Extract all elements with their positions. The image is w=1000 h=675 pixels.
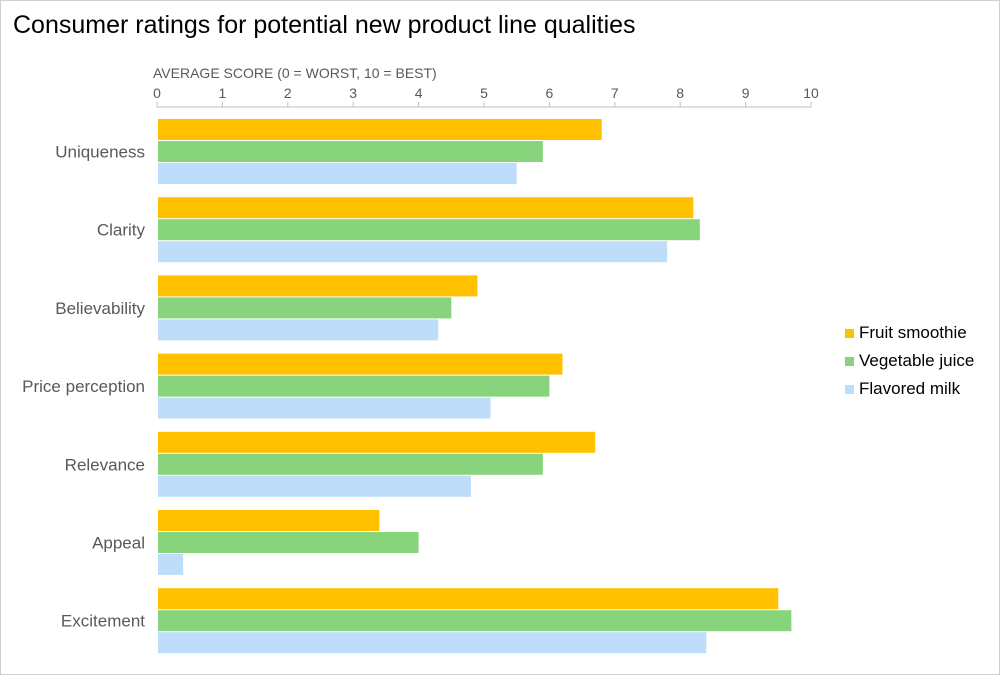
bar-fruit-smoothie bbox=[158, 197, 694, 219]
bar-vegetable-juice bbox=[158, 297, 452, 319]
bar-fruit-smoothie bbox=[158, 588, 779, 610]
bar-vegetable-juice bbox=[158, 453, 543, 475]
legend-item: Vegetable juice bbox=[845, 347, 974, 375]
bar-flavored-milk bbox=[158, 475, 471, 497]
chart-title: Consumer ratings for potential new produ… bbox=[13, 11, 636, 39]
bar-flavored-milk bbox=[158, 632, 707, 654]
category-label: Appeal bbox=[92, 534, 145, 553]
x-tick-label: 7 bbox=[611, 85, 619, 101]
bar-flavored-milk bbox=[158, 397, 491, 419]
legend-swatch bbox=[845, 356, 854, 366]
bar-fruit-smoothie bbox=[158, 353, 563, 375]
x-tick-label: 4 bbox=[415, 85, 423, 101]
category-label: Believability bbox=[55, 299, 145, 318]
bar-vegetable-juice bbox=[158, 610, 792, 632]
bar-flavored-milk bbox=[158, 554, 184, 575]
x-tick-label: 9 bbox=[742, 85, 750, 101]
legend-swatch bbox=[845, 328, 854, 338]
x-tick-label: 8 bbox=[676, 85, 684, 101]
bar-vegetable-juice bbox=[158, 141, 543, 162]
x-tick-label: 2 bbox=[284, 85, 292, 101]
bar-vegetable-juice bbox=[158, 375, 550, 397]
bar-fruit-smoothie bbox=[158, 119, 602, 140]
category-label: Uniqueness bbox=[55, 143, 145, 162]
x-tick-label: 0 bbox=[153, 85, 161, 101]
bar-flavored-milk bbox=[158, 163, 517, 184]
category-label: Relevance bbox=[65, 455, 145, 474]
category-label: Clarity bbox=[97, 221, 146, 240]
x-tick-label: 1 bbox=[219, 85, 227, 101]
bar-flavored-milk bbox=[158, 241, 668, 263]
bar-fruit-smoothie bbox=[158, 431, 596, 453]
x-axis-label: AVERAGE SCORE (0 = WORST, 10 = BEST) bbox=[153, 65, 437, 81]
bar-vegetable-juice bbox=[158, 219, 700, 241]
legend-label: Fruit smoothie bbox=[859, 323, 967, 342]
legend-label: Flavored milk bbox=[859, 379, 961, 398]
x-tick-label: 6 bbox=[546, 85, 554, 101]
bar-flavored-milk bbox=[158, 319, 439, 341]
legend-item: Flavored milk bbox=[845, 375, 974, 403]
legend-item: Fruit smoothie bbox=[845, 319, 974, 347]
legend-swatch bbox=[845, 384, 854, 394]
x-tick-label: 5 bbox=[480, 85, 488, 101]
bar-fruit-smoothie bbox=[158, 510, 380, 531]
legend: Fruit smoothie Vegetable juice Flavored mi… bbox=[845, 319, 974, 403]
category-label: Price perception bbox=[22, 377, 145, 396]
bar-fruit-smoothie bbox=[158, 275, 478, 297]
x-tick-label: 3 bbox=[349, 85, 357, 101]
category-label: Excitement bbox=[61, 612, 145, 631]
bar-vegetable-juice bbox=[158, 532, 419, 553]
legend-label: Vegetable juice bbox=[859, 351, 975, 370]
x-tick-label: 10 bbox=[803, 85, 819, 101]
